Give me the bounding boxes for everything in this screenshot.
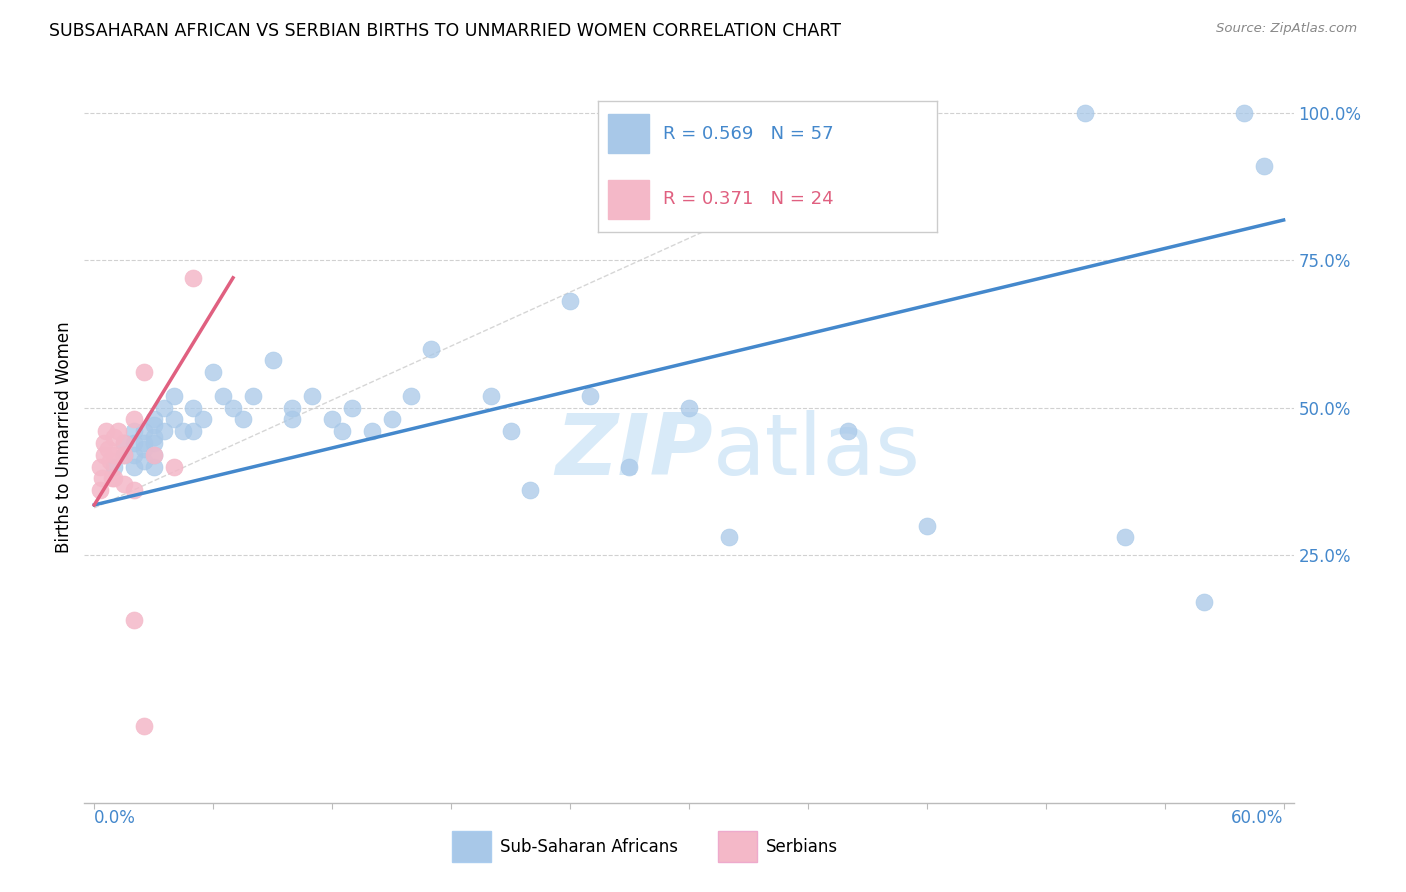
Point (142, 412, 165, 426)
Text: atlas: atlas (713, 410, 921, 493)
Point (97, 442, 120, 456)
Point (103, 430, 125, 444)
Point (142, 459, 165, 474)
Point (89, 483, 111, 498)
Text: SUBSAHARAN AFRICAN VS SERBIAN BIRTHS TO UNMARRIED WOMEN CORRELATION CHART: SUBSAHARAN AFRICAN VS SERBIAN BIRTHS TO … (49, 22, 841, 40)
Point (132, 442, 155, 456)
Point (340, 401, 363, 415)
Point (776, 211, 799, 226)
Point (103, 471, 125, 485)
Point (107, 424, 129, 438)
Point (142, 448, 165, 462)
Point (122, 483, 145, 498)
Point (281, 412, 304, 426)
Point (122, 613, 145, 627)
Point (420, 342, 443, 356)
Point (101, 471, 124, 485)
Point (93, 448, 115, 462)
Point (579, 389, 602, 403)
Point (837, 424, 859, 438)
Point (401, 389, 423, 403)
Point (132, 719, 155, 733)
Text: 60.0%: 60.0% (1232, 809, 1284, 827)
Point (103, 448, 125, 462)
Point (162, 412, 184, 426)
Point (98, 453, 121, 467)
Point (132, 453, 155, 467)
Point (142, 448, 165, 462)
Point (112, 436, 135, 450)
Point (619, 459, 641, 474)
Point (499, 424, 522, 438)
Point (112, 436, 135, 450)
Point (242, 389, 264, 403)
Point (193, 412, 215, 426)
Point (112, 448, 135, 462)
Point (360, 424, 382, 438)
Point (122, 459, 145, 474)
Point (122, 436, 145, 450)
Point (301, 389, 323, 403)
Point (281, 401, 304, 415)
Text: Source: ZipAtlas.com: Source: ZipAtlas.com (1216, 22, 1357, 36)
Point (142, 430, 165, 444)
Point (112, 448, 135, 462)
Point (132, 424, 155, 438)
Point (519, 483, 541, 498)
Point (152, 401, 174, 415)
Point (232, 412, 254, 426)
Point (1074, 105, 1097, 120)
Point (381, 412, 404, 426)
Point (1253, 159, 1275, 173)
Point (162, 389, 184, 403)
Point (1114, 530, 1136, 544)
Point (202, 365, 225, 379)
Point (122, 448, 145, 462)
Point (142, 436, 165, 450)
Point (222, 401, 245, 415)
Point (678, 401, 700, 415)
Point (212, 389, 235, 403)
Point (132, 365, 155, 379)
Point (330, 424, 353, 438)
Point (172, 424, 194, 438)
Text: 0.0%: 0.0% (94, 809, 136, 827)
Point (183, 270, 205, 285)
Point (122, 424, 145, 438)
Point (262, 353, 284, 368)
Point (321, 412, 343, 426)
Point (915, 518, 938, 533)
Point (1233, 105, 1256, 120)
Text: ZIP: ZIP (555, 410, 713, 493)
Point (91, 471, 114, 485)
Point (93, 436, 115, 450)
Point (142, 418, 165, 433)
Point (162, 459, 184, 474)
Point (96, 424, 118, 438)
Point (479, 389, 502, 403)
Point (122, 412, 145, 426)
Point (183, 401, 205, 415)
Y-axis label: Births to Unmarried Women: Births to Unmarried Women (55, 321, 73, 553)
Point (1194, 595, 1216, 609)
Point (717, 530, 740, 544)
Point (132, 436, 155, 450)
Point (183, 424, 205, 438)
Point (103, 459, 125, 474)
Point (152, 424, 174, 438)
Point (89, 459, 111, 474)
Point (558, 294, 581, 309)
Point (112, 477, 135, 491)
